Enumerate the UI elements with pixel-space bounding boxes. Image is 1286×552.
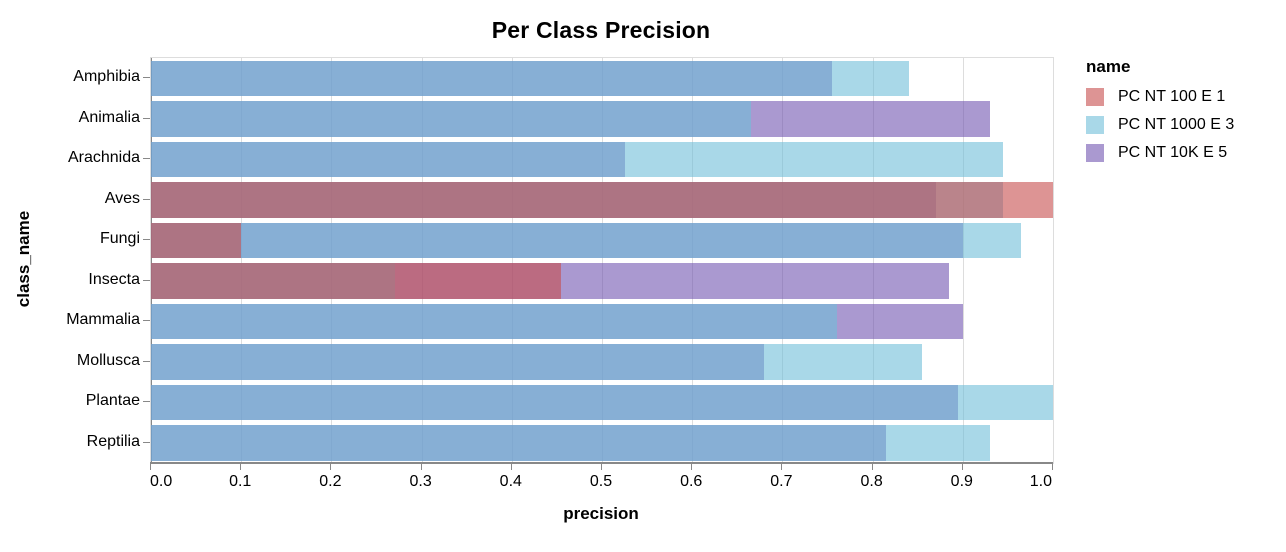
x-tick-label: 0.7 <box>770 473 793 490</box>
legend-swatch-icon <box>1086 116 1104 134</box>
x-tick <box>1052 464 1053 470</box>
x-tick-label: 0.1 <box>229 473 252 490</box>
y-tick <box>143 401 150 403</box>
y-tick <box>143 77 150 79</box>
legend-swatch-icon <box>1086 144 1104 162</box>
y-tick <box>143 198 150 200</box>
legend-items: PC NT 100 E 1 PC NT 1000 E 3 PC NT 10K E 5 <box>1086 88 1234 162</box>
bar <box>151 303 837 339</box>
bar <box>151 425 990 461</box>
x-tick <box>691 464 693 470</box>
gridline <box>782 58 784 463</box>
gridline <box>962 58 964 463</box>
gridline <box>602 58 603 463</box>
gridline <box>421 58 423 463</box>
y-tick <box>143 441 150 443</box>
x-tick-label: 0.6 <box>680 473 703 490</box>
y-tick-label: Animalia <box>78 108 140 126</box>
x-tick <box>871 464 873 470</box>
x-tick <box>601 464 602 470</box>
x-tick-label: 0.0 <box>150 473 173 490</box>
y-tick-label: Reptilia <box>86 432 140 450</box>
y-tick-label: Mammalia <box>66 311 140 329</box>
x-tick <box>510 464 512 470</box>
gridline <box>1053 58 1054 463</box>
plot-area <box>150 57 1054 464</box>
y-tick <box>143 360 150 362</box>
x-tick-label: 0.3 <box>409 473 432 490</box>
bar <box>151 60 909 96</box>
y-tick <box>143 239 150 241</box>
y-tick-label: Fungi <box>99 230 140 248</box>
legend-title: name <box>1086 57 1131 76</box>
x-tick <box>781 464 783 470</box>
x-tick <box>330 464 332 470</box>
x-tick <box>420 464 422 470</box>
legend-item: PC NT 100 E 1 <box>1086 88 1234 106</box>
y-tick <box>143 117 150 119</box>
y-tick <box>143 320 150 322</box>
bar <box>151 141 1004 177</box>
legend-swatch-icon <box>1086 88 1104 106</box>
gridline <box>511 58 513 463</box>
y-tick-label: Plantae <box>85 392 140 410</box>
x-tick-label: 1.0 <box>1029 473 1052 490</box>
x-axis-domain-line <box>150 462 1053 464</box>
x-tick-label: 0.2 <box>319 473 342 490</box>
bar <box>151 182 1053 218</box>
bar <box>151 101 751 137</box>
x-axis-title: precision <box>563 504 639 523</box>
gridline <box>872 58 874 463</box>
chart-title: Per Class Precision <box>491 17 711 43</box>
y-tick-label: Arachnida <box>67 149 140 167</box>
gridline <box>692 58 694 463</box>
x-tick-label: 0.5 <box>589 473 613 490</box>
y-tick <box>143 158 150 160</box>
y-tick-label: Mollusca <box>76 351 140 369</box>
legend-item-label: PC NT 1000 E 3 <box>1118 116 1235 133</box>
y-tick <box>143 279 150 281</box>
gridline <box>331 58 333 463</box>
y-tick-label: Amphibia <box>73 68 140 86</box>
y-tick-label: Insecta <box>88 270 140 288</box>
legend-item-label: PC NT 10K E 5 <box>1118 144 1228 161</box>
legend-item: PC NT 10K E 5 <box>1086 144 1234 162</box>
x-tick-label: 0.8 <box>860 473 883 490</box>
x-tick-label: 0.9 <box>950 473 973 490</box>
bar <box>151 222 242 258</box>
bar <box>151 263 562 299</box>
x-tick <box>150 464 151 470</box>
y-tick-label: Aves <box>104 189 140 207</box>
y-axis-domain-line <box>151 58 152 463</box>
x-tick <box>961 464 963 470</box>
x-tick-label: 0.4 <box>499 473 522 490</box>
legend-item-label: PC NT 100 E 1 <box>1118 88 1226 105</box>
legend-item: PC NT 1000 E 3 <box>1086 116 1234 134</box>
gridline <box>241 58 243 463</box>
x-tick <box>240 464 242 470</box>
bar <box>151 384 1053 420</box>
bar <box>151 222 1022 258</box>
legend: name PC NT 100 E 1 PC NT 1000 E 3 PC NT 10… <box>1086 57 1234 172</box>
y-axis-title: class_name <box>14 210 33 308</box>
bar <box>151 344 923 380</box>
